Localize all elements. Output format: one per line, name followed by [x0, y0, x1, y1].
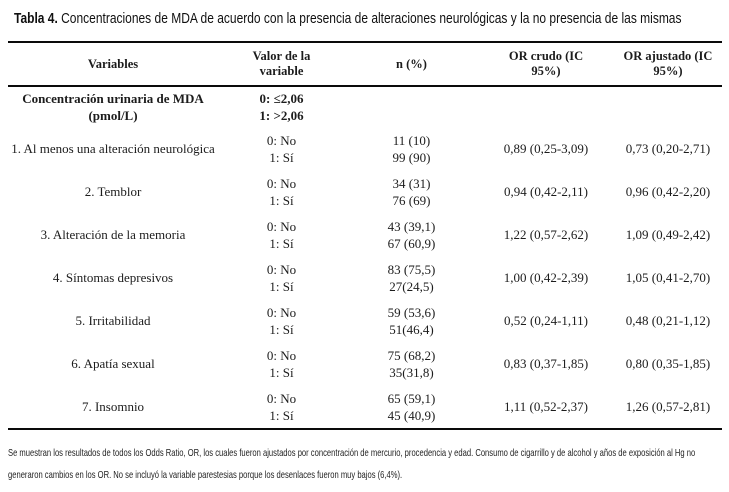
n-cell: 59 (53,6) 51(46,4): [345, 304, 478, 338]
n-line: 67 (60,9): [387, 235, 436, 251]
value-cell: 0: ≤2,06 1: >2,06: [218, 90, 345, 124]
value-line: 1: Sí: [269, 407, 294, 423]
header-n: n (%): [345, 43, 478, 85]
n-line: 27(24,5): [389, 278, 434, 294]
value-cell: 0: No 1: Sí: [218, 347, 345, 381]
header-or-ajustado-label: OR ajustado (IC 95%): [623, 49, 713, 78]
value-cell: 0: No 1: Sí: [218, 218, 345, 252]
header-variables: Variables: [8, 43, 218, 85]
value-line: 1: Sí: [269, 235, 294, 251]
table-caption: Tabla 4. Concentraciones de MDA de acuer…: [0, 0, 729, 41]
or-ajustado-cell: 0,48 (0,21-1,12): [625, 312, 711, 328]
n-line: 34 (31): [392, 175, 431, 191]
value-line: 1: Sí: [269, 364, 294, 380]
header-or-ajustado: OR ajustado (IC 95%): [614, 43, 722, 85]
table-row: 6. Apatía sexual 0: No 1: Sí 75 (68,2) 3…: [8, 342, 722, 385]
header-valor-label: Valor de la variable: [252, 49, 311, 78]
value-line: 1: Sí: [269, 149, 294, 165]
table-row: 2. Temblor 0: No 1: Sí 34 (31) 76 (69) 0…: [8, 170, 722, 213]
or-ajustado-cell: 1,09 (0,49-2,42): [625, 226, 711, 242]
header-variables-label: Variables: [87, 56, 139, 71]
n-cell: 83 (75,5) 27(24,5): [345, 261, 478, 295]
table-row: 5. Irritabilidad 0: No 1: Sí 59 (53,6) 5…: [8, 299, 722, 342]
header-or-crudo-label: OR crudo (IC 95%): [508, 49, 584, 78]
value-line: 0: No: [266, 304, 297, 320]
value-line: 0: No: [266, 132, 297, 148]
header-valor: Valor de la variable: [218, 43, 345, 85]
variable-cell: Concentración urinaria de MDA (pmol/L): [8, 87, 218, 127]
n-line: 99 (90): [392, 149, 431, 165]
variable-cell: 3. Alteración de la memoria: [40, 227, 186, 242]
value-line: 0: No: [266, 390, 297, 406]
or-crudo-cell: 0,83 (0,37-1,85): [503, 355, 589, 371]
value-cell: 0: No 1: Sí: [218, 390, 345, 424]
or-ajustado-cell: 0,80 (0,35-1,85): [625, 355, 711, 371]
table-caption-text: Tabla 4. Concentraciones de MDA de acuer…: [14, 10, 681, 27]
variable-cell: 1. Al menos una alteración neurológica: [11, 141, 215, 156]
variable-cell: 6. Apatía sexual: [71, 356, 155, 371]
value-cell: 0: No 1: Sí: [218, 132, 345, 166]
n-line: 35(31,8): [389, 364, 434, 380]
table-header-row: Variables Valor de la variable n (%) OR …: [8, 43, 722, 85]
n-cell: 75 (68,2) 35(31,8): [345, 347, 478, 381]
table-title: Concentraciones de MDA de acuerdo con la…: [57, 10, 682, 27]
value-line: 0: No: [266, 261, 297, 277]
header-or-crudo: OR crudo (IC 95%): [478, 43, 614, 85]
or-ajustado-cell: 0,96 (0,42-2,20): [625, 183, 711, 199]
n-line: 59 (53,6): [387, 304, 436, 320]
table-number: Tabla 4.: [14, 10, 58, 27]
value-line: 0: No: [266, 175, 297, 191]
or-crudo-cell: 1,00 (0,42-2,39): [503, 269, 589, 285]
table-row: 4. Síntomas depresivos 0: No 1: Sí 83 (7…: [8, 256, 722, 299]
value-line: 1: >2,06: [259, 108, 304, 123]
n-line: 65 (59,1): [387, 390, 436, 406]
or-crudo-cell: 0,89 (0,25-3,09): [503, 140, 589, 156]
or-crudo-cell: 0,94 (0,42-2,11): [503, 183, 588, 199]
or-crudo-cell: 0,52 (0,24-1,11): [503, 312, 588, 328]
n-cell: 43 (39,1) 67 (60,9): [345, 218, 478, 252]
or-ajustado-cell: 0,73 (0,20-2,71): [625, 140, 711, 156]
value-cell: 0: No 1: Sí: [218, 261, 345, 295]
n-cell: 34 (31) 76 (69): [345, 175, 478, 209]
value-line: 0: No: [266, 347, 297, 363]
variable-cell: 4. Síntomas depresivos: [52, 270, 174, 285]
n-line: 75 (68,2): [387, 347, 436, 363]
n-line: 45 (40,9): [387, 407, 436, 423]
table-row: 7. Insomnio 0: No 1: Sí 65 (59,1) 45 (40…: [8, 385, 722, 428]
n-line: 51(46,4): [389, 321, 434, 337]
n-line: 43 (39,1): [387, 218, 436, 234]
variable-label: Concentración urinaria de MDA (pmol/L): [22, 91, 204, 123]
value-cell: 0: No 1: Sí: [218, 304, 345, 338]
value-cell: 0: No 1: Sí: [218, 175, 345, 209]
value-line: 0: No: [266, 218, 297, 234]
or-ajustado-cell: 1,26 (0,57-2,81): [625, 398, 711, 414]
table-row: 1. Al menos una alteración neurológica 0…: [8, 127, 722, 170]
variable-cell: 2. Temblor: [84, 184, 142, 199]
n-line: 76 (69): [392, 192, 431, 208]
table-row: 3. Alteración de la memoria 0: No 1: Sí …: [8, 213, 722, 256]
variable-cell: 5. Irritabilidad: [75, 313, 151, 328]
n-line: 83 (75,5): [387, 261, 436, 277]
or-ajustado-cell: 1,05 (0,41-2,70): [625, 269, 711, 285]
table-group-row: Concentración urinaria de MDA (pmol/L) 0…: [8, 87, 722, 127]
footnote-text: Se muestran los resultados de todos los …: [8, 447, 696, 481]
data-table: Variables Valor de la variable n (%) OR …: [8, 43, 722, 428]
or-crudo-cell: 1,22 (0,57-2,62): [503, 226, 589, 242]
n-line: 11 (10): [392, 132, 431, 148]
variable-cell: 7. Insomnio: [81, 399, 145, 414]
or-crudo-cell: 1,11 (0,52-2,37): [503, 398, 588, 414]
value-line: 1: Sí: [269, 278, 294, 294]
value-line: 1: Sí: [269, 192, 294, 208]
value-line: 1: Sí: [269, 321, 294, 337]
header-n-label: n (%): [396, 56, 427, 71]
n-cell: 65 (59,1) 45 (40,9): [345, 390, 478, 424]
top-rule: [8, 41, 722, 43]
n-cell: 11 (10) 99 (90): [345, 132, 478, 166]
value-line: 0: ≤2,06: [259, 91, 304, 106]
header-rule: [8, 85, 722, 87]
bottom-rule: [8, 428, 722, 430]
footnote-area: Se muestran los resultados de todos los …: [8, 442, 722, 486]
